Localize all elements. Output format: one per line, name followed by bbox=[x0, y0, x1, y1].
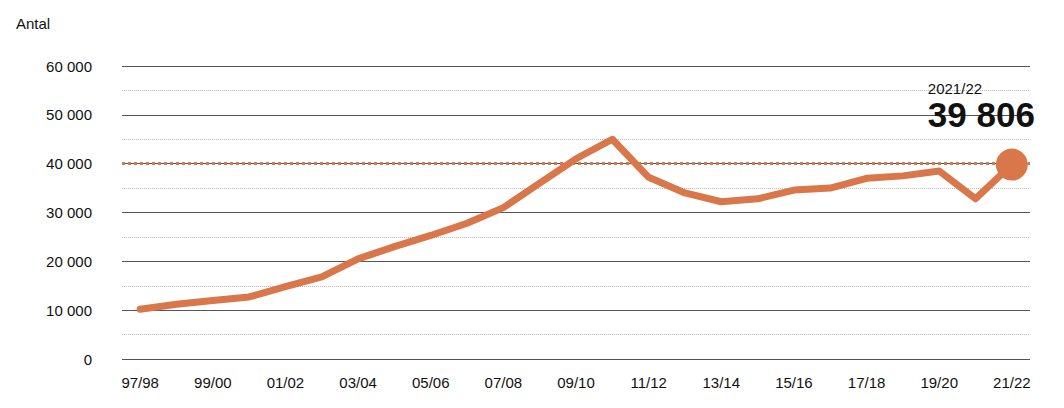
svg-text:21/22: 21/22 bbox=[993, 374, 1031, 391]
svg-text:97/98: 97/98 bbox=[121, 374, 159, 391]
svg-text:10 000: 10 000 bbox=[46, 302, 92, 319]
svg-text:60 000: 60 000 bbox=[46, 58, 92, 75]
svg-text:05/06: 05/06 bbox=[412, 374, 450, 391]
svg-text:19/20: 19/20 bbox=[920, 374, 958, 391]
svg-text:09/10: 09/10 bbox=[557, 374, 595, 391]
svg-text:39 806: 39 806 bbox=[928, 95, 1035, 134]
svg-text:50 000: 50 000 bbox=[46, 106, 92, 123]
svg-text:99/00: 99/00 bbox=[194, 374, 232, 391]
svg-text:03/04: 03/04 bbox=[339, 374, 377, 391]
svg-text:2021/22: 2021/22 bbox=[927, 79, 983, 97]
svg-text:30 000: 30 000 bbox=[46, 204, 92, 221]
svg-text:Antal: Antal bbox=[16, 15, 50, 32]
svg-text:40 000: 40 000 bbox=[46, 155, 92, 172]
svg-text:0: 0 bbox=[84, 351, 92, 368]
svg-text:11/12: 11/12 bbox=[630, 374, 666, 391]
svg-text:01/02: 01/02 bbox=[267, 374, 305, 391]
svg-text:15/16: 15/16 bbox=[775, 374, 813, 391]
svg-text:20 000: 20 000 bbox=[46, 253, 92, 270]
svg-text:17/18: 17/18 bbox=[848, 374, 886, 391]
svg-text:07/08: 07/08 bbox=[485, 374, 523, 391]
svg-text:13/14: 13/14 bbox=[703, 374, 741, 391]
